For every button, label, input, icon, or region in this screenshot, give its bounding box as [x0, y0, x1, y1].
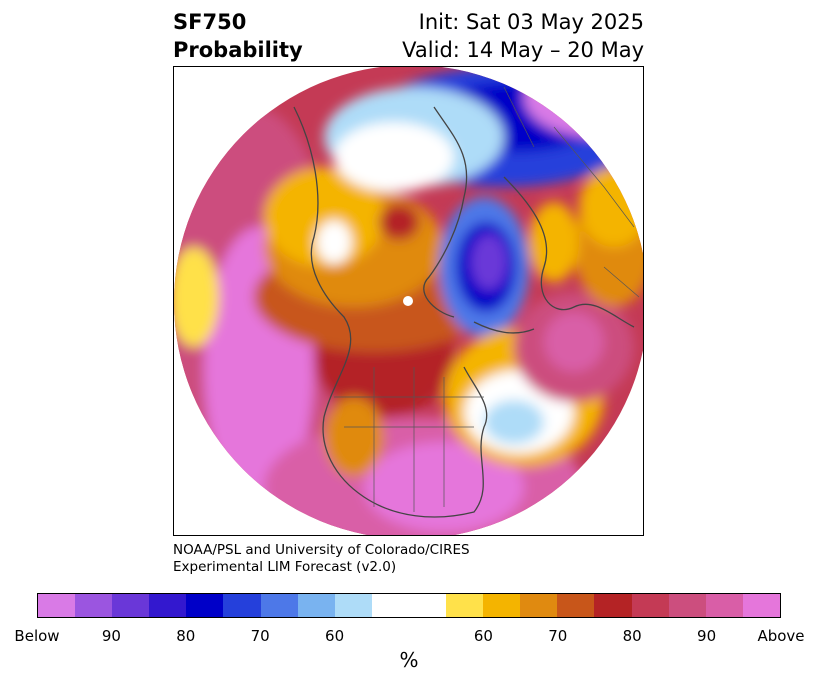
colorbar-segment — [408, 594, 447, 617]
colorbar-segment — [371, 594, 409, 617]
colorbar-segment — [705, 594, 743, 617]
colorbar-segment — [483, 594, 521, 617]
valid-date: Valid: 14 May – 20 May — [402, 38, 644, 62]
colorbar-tick-label: Above — [757, 627, 805, 645]
colorbar-segment — [186, 594, 224, 617]
colorbar-segment — [112, 594, 150, 617]
credit-text: NOAA/PSL and University of Colorado/CIRE… — [173, 542, 470, 576]
colorbar-tick-label: 90 — [101, 627, 121, 645]
colorbar-segment — [631, 594, 669, 617]
unit-label: % — [399, 648, 419, 672]
colorbar-segment — [594, 594, 632, 617]
probability-subtitle: Probability — [173, 38, 303, 62]
colorbar-tick-label: 60 — [325, 627, 345, 645]
credit-line-1: NOAA/PSL and University of Colorado/CIRE… — [173, 542, 470, 558]
chart-title: SF750 Probability — [173, 8, 303, 64]
probability-field — [174, 67, 643, 535]
colorbar-segment — [557, 594, 595, 617]
init-date: Init: Sat 03 May 2025 — [418, 10, 644, 34]
colorbar-segment — [297, 594, 335, 617]
colorbar-tick-label: 70 — [250, 627, 270, 645]
colorbar-tick-label: 80 — [622, 627, 642, 645]
colorbar-tick-label: 60 — [473, 627, 493, 645]
colorbar-segment — [38, 594, 76, 617]
colorbar-tick-label: 90 — [697, 627, 717, 645]
colorbar-segment — [260, 594, 298, 617]
variable-title: SF750 — [173, 10, 247, 34]
colorbar-segment — [742, 594, 780, 617]
colorbar-tick-label: Below — [14, 627, 60, 645]
polar-map-svg — [174, 67, 643, 535]
colorbar-segment — [520, 594, 558, 617]
colorbar-tick-label: 70 — [548, 627, 568, 645]
coastlines — [293, 106, 635, 518]
colorbar-segment — [223, 594, 261, 617]
colorbar-segment — [334, 594, 372, 617]
colorbar-segment — [149, 594, 187, 617]
colorbar-segment — [446, 594, 484, 617]
forecast-map — [173, 66, 644, 536]
credit-line-2: Experimental LIM Forecast (v2.0) — [173, 559, 397, 575]
political-borders — [334, 86, 640, 512]
colorbar — [37, 593, 781, 618]
colorbar-segment — [668, 594, 706, 617]
colorbar-tick-label: 80 — [176, 627, 196, 645]
forecast-dates: Init: Sat 03 May 2025 Valid: 14 May – 20… — [402, 8, 644, 64]
colorbar-segment — [75, 594, 113, 617]
